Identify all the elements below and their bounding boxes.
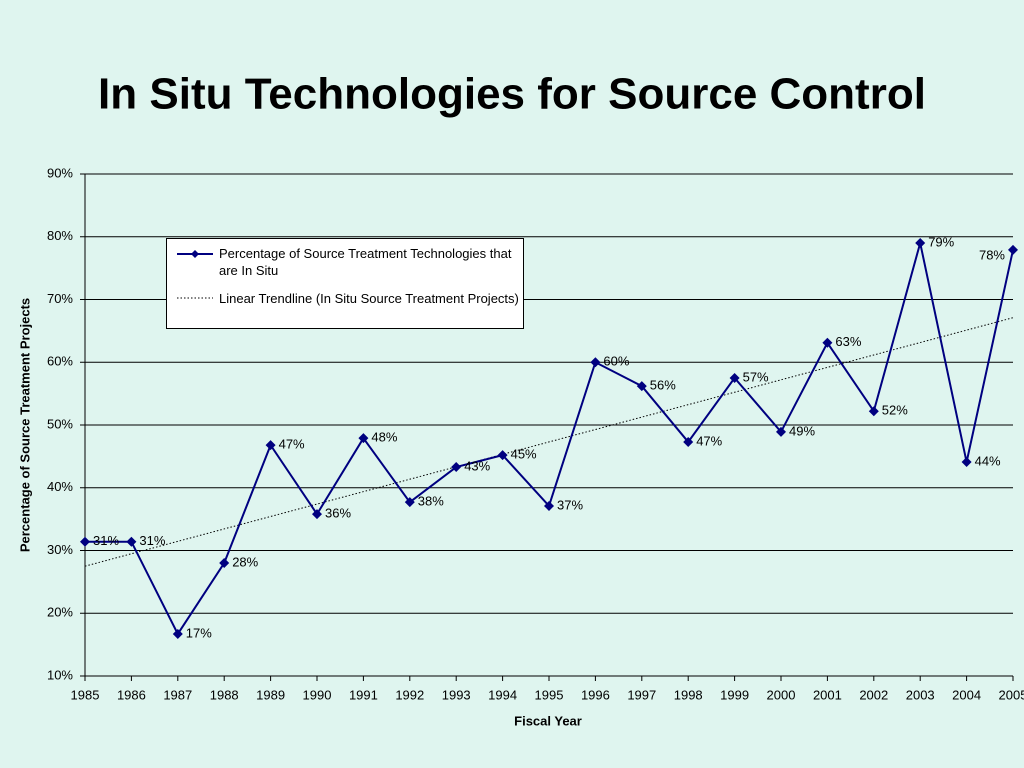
data-label: 17% bbox=[186, 625, 212, 640]
data-point bbox=[265, 440, 276, 451]
data-point bbox=[126, 536, 137, 547]
legend-entry: Linear Trendline (In Situ Source Treatme… bbox=[219, 291, 519, 306]
x-tick-label: 1998 bbox=[674, 687, 703, 702]
data-label: 36% bbox=[325, 506, 351, 521]
x-tick-label: 2004 bbox=[952, 687, 981, 702]
data-label: 63% bbox=[835, 334, 861, 349]
data-label: 49% bbox=[789, 423, 815, 438]
y-tick-label: 10% bbox=[47, 667, 73, 682]
data-label: 47% bbox=[279, 437, 305, 452]
data-point bbox=[822, 337, 833, 348]
y-axis-title: Percentage of Source Treatment Projects bbox=[17, 298, 32, 552]
data-point bbox=[915, 238, 926, 249]
data-point bbox=[312, 509, 322, 520]
data-point bbox=[776, 426, 786, 437]
y-tick-label: 60% bbox=[47, 354, 73, 369]
data-label: 44% bbox=[975, 453, 1001, 468]
data-label: 57% bbox=[743, 369, 769, 384]
data-label: 52% bbox=[882, 403, 908, 418]
x-tick-label: 1987 bbox=[163, 687, 192, 702]
x-tick-label: 1995 bbox=[535, 687, 564, 702]
x-tick-label: 2005 bbox=[999, 687, 1024, 702]
data-point bbox=[404, 497, 415, 508]
data-label: 47% bbox=[696, 433, 722, 448]
x-tick-label: 1994 bbox=[488, 687, 517, 702]
data-label: 56% bbox=[650, 378, 676, 393]
data-label: 79% bbox=[928, 234, 954, 249]
x-tick-label: 1988 bbox=[210, 687, 239, 702]
legend-entry: Percentage of Source Treatment Technolog… bbox=[219, 246, 512, 278]
data-label: 31% bbox=[139, 533, 165, 548]
y-tick-label: 20% bbox=[47, 605, 73, 620]
x-tick-label: 1986 bbox=[117, 687, 146, 702]
data-point bbox=[451, 462, 462, 473]
data-label: 45% bbox=[511, 447, 537, 462]
x-axis-title: Fiscal Year bbox=[514, 713, 582, 728]
data-point bbox=[683, 436, 694, 447]
data-point bbox=[636, 381, 647, 392]
y-tick-label: 50% bbox=[47, 416, 73, 431]
y-tick-label: 70% bbox=[47, 291, 73, 306]
x-tick-label: 1991 bbox=[349, 687, 378, 702]
y-tick-label: 30% bbox=[47, 542, 73, 557]
data-point bbox=[544, 500, 554, 511]
data-point bbox=[961, 457, 972, 468]
y-tick-label: 90% bbox=[47, 165, 73, 180]
y-tick-label: 80% bbox=[47, 228, 73, 243]
data-label: 78% bbox=[979, 247, 1005, 262]
data-label: 43% bbox=[464, 458, 490, 473]
y-tick-label: 40% bbox=[47, 479, 73, 494]
legend-symbol bbox=[177, 250, 213, 258]
data-label: 31% bbox=[93, 533, 119, 548]
legend: Percentage of Source Treatment Technolog… bbox=[166, 238, 524, 329]
x-tick-label: 1997 bbox=[627, 687, 656, 702]
x-tick-label: 1996 bbox=[581, 687, 610, 702]
x-tick-label: 1989 bbox=[256, 687, 285, 702]
x-tick-label: 1985 bbox=[71, 687, 100, 702]
trendline bbox=[84, 317, 1014, 567]
data-point bbox=[590, 357, 601, 368]
data-point bbox=[172, 628, 183, 639]
data-label: 37% bbox=[557, 497, 583, 512]
x-tick-label: 2002 bbox=[859, 687, 888, 702]
chart-title: In Situ Technologies for Source Control bbox=[98, 70, 926, 119]
x-tick-label: 1993 bbox=[442, 687, 471, 702]
legend-symbol bbox=[177, 297, 213, 299]
data-label: 60% bbox=[603, 354, 629, 369]
data-point bbox=[358, 433, 369, 444]
x-tick-label: 1990 bbox=[303, 687, 332, 702]
x-tick-label: 1992 bbox=[395, 687, 424, 702]
data-label: 38% bbox=[418, 494, 444, 509]
data-point bbox=[729, 372, 740, 383]
data-label: 28% bbox=[232, 554, 258, 569]
data-label: 48% bbox=[371, 430, 397, 445]
x-tick-label: 1999 bbox=[720, 687, 749, 702]
data-point bbox=[80, 536, 90, 547]
data-point bbox=[1008, 244, 1018, 255]
data-point bbox=[219, 558, 230, 569]
x-tick-label: 2003 bbox=[906, 687, 935, 702]
x-tick-label: 2001 bbox=[813, 687, 842, 702]
data-point bbox=[497, 450, 508, 461]
x-tick-label: 2000 bbox=[767, 687, 796, 702]
data-point bbox=[868, 406, 879, 417]
